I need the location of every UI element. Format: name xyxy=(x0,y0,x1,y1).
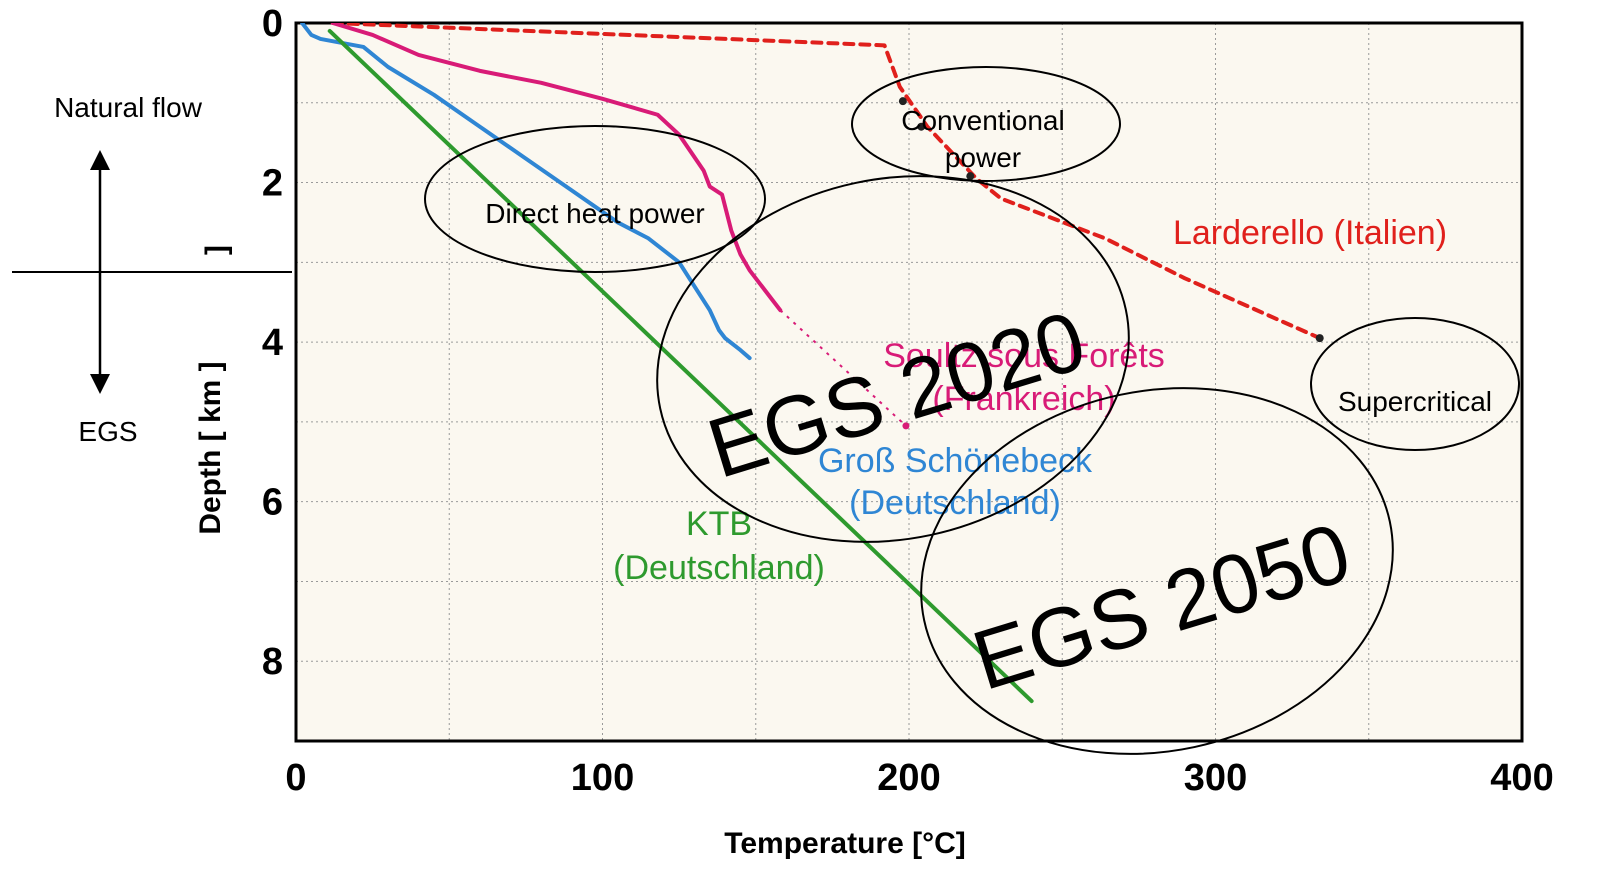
series-label-line: (Deutschland) xyxy=(613,549,825,587)
larderello-marker xyxy=(917,122,926,131)
zone-label-line: Conventional xyxy=(901,105,1064,136)
natural-flow-egs-annotation: Natural flow EGS xyxy=(12,92,292,447)
zone-label-line: Supercritical xyxy=(1338,386,1492,417)
y-tick-label: 0 xyxy=(262,3,283,45)
zone-ellipse-direct xyxy=(424,125,766,273)
zone-ellipse-egs2020 xyxy=(656,175,1130,543)
larderello-marker xyxy=(966,172,975,181)
y-axis-title: Depth [ km ] xyxy=(194,361,227,534)
larderello-marker xyxy=(898,97,907,106)
zone-ellipse-egs2050 xyxy=(920,387,1394,755)
zone-label-conventional: Conventional power xyxy=(901,105,1064,173)
series-label-line: Groß Schönebeck xyxy=(818,442,1093,480)
y-tick-label: 2 xyxy=(262,163,283,205)
x-tick-label: 400 xyxy=(1490,757,1553,799)
x-tick-label: 200 xyxy=(877,757,940,799)
grid xyxy=(296,23,1522,741)
series-label-soultz: Soultz sous Forêts (Frankreich) xyxy=(883,337,1165,418)
egs-side-label: EGS xyxy=(78,416,137,447)
series-label-line: Larderello (Italien) xyxy=(1173,214,1447,252)
series-label-line: Soultz sous Forêts xyxy=(883,337,1165,375)
series-labels: Larderello (Italien) Soultz sous Forêts (F… xyxy=(613,214,1447,587)
series-label-ktb: KTB (Deutschland) xyxy=(613,505,825,587)
larderello-marker xyxy=(1315,334,1324,343)
series-label-line: (Frankreich) xyxy=(932,380,1115,418)
x-tick-label: 300 xyxy=(1184,757,1247,799)
zone-label-line: Direct heat power xyxy=(485,198,704,229)
x-axis-title: Temperature [°C] xyxy=(724,827,965,860)
plot-frame xyxy=(294,21,1524,743)
series-extrapolation-soultz xyxy=(779,309,907,427)
y-tick-label: 6 xyxy=(262,482,283,524)
y-tick-label: 8 xyxy=(262,641,283,683)
series-line-gross xyxy=(300,23,752,361)
y-axis-ticks: 0 2 4 6 8 xyxy=(262,3,283,683)
series-layer xyxy=(300,23,1322,704)
series-endpoint-soultz xyxy=(902,422,910,430)
natural-flow-label: Natural flow xyxy=(54,92,203,123)
series-label-gross: Groß Schönebeck (Deutschland) xyxy=(818,442,1093,522)
x-tick-label: 0 xyxy=(285,757,306,799)
series-label-line: (Deutschland) xyxy=(849,484,1061,522)
x-tick-label: 100 xyxy=(571,757,634,799)
series-label-larderello: Larderello (Italien) xyxy=(1173,214,1447,252)
series-line-ktb xyxy=(327,28,1034,704)
y-axis-stray-bracket: ] xyxy=(200,245,233,255)
zone-ellipse-conventional xyxy=(851,66,1121,182)
series-line-larderello xyxy=(330,23,1322,341)
zone-label-direct: Direct heat power xyxy=(485,198,704,229)
y-tick-label: 4 xyxy=(262,322,283,364)
series-line-soultz xyxy=(330,23,783,313)
x-axis-ticks: 0 100 200 300 400 xyxy=(285,757,1553,799)
larderello-markers xyxy=(898,97,1324,343)
series-label-line: KTB xyxy=(686,505,752,543)
zone-ellipse-supercritical xyxy=(1310,317,1520,451)
zone-label-supercritical: Supercritical xyxy=(1338,386,1492,417)
zone-label-line: power xyxy=(945,142,1021,173)
